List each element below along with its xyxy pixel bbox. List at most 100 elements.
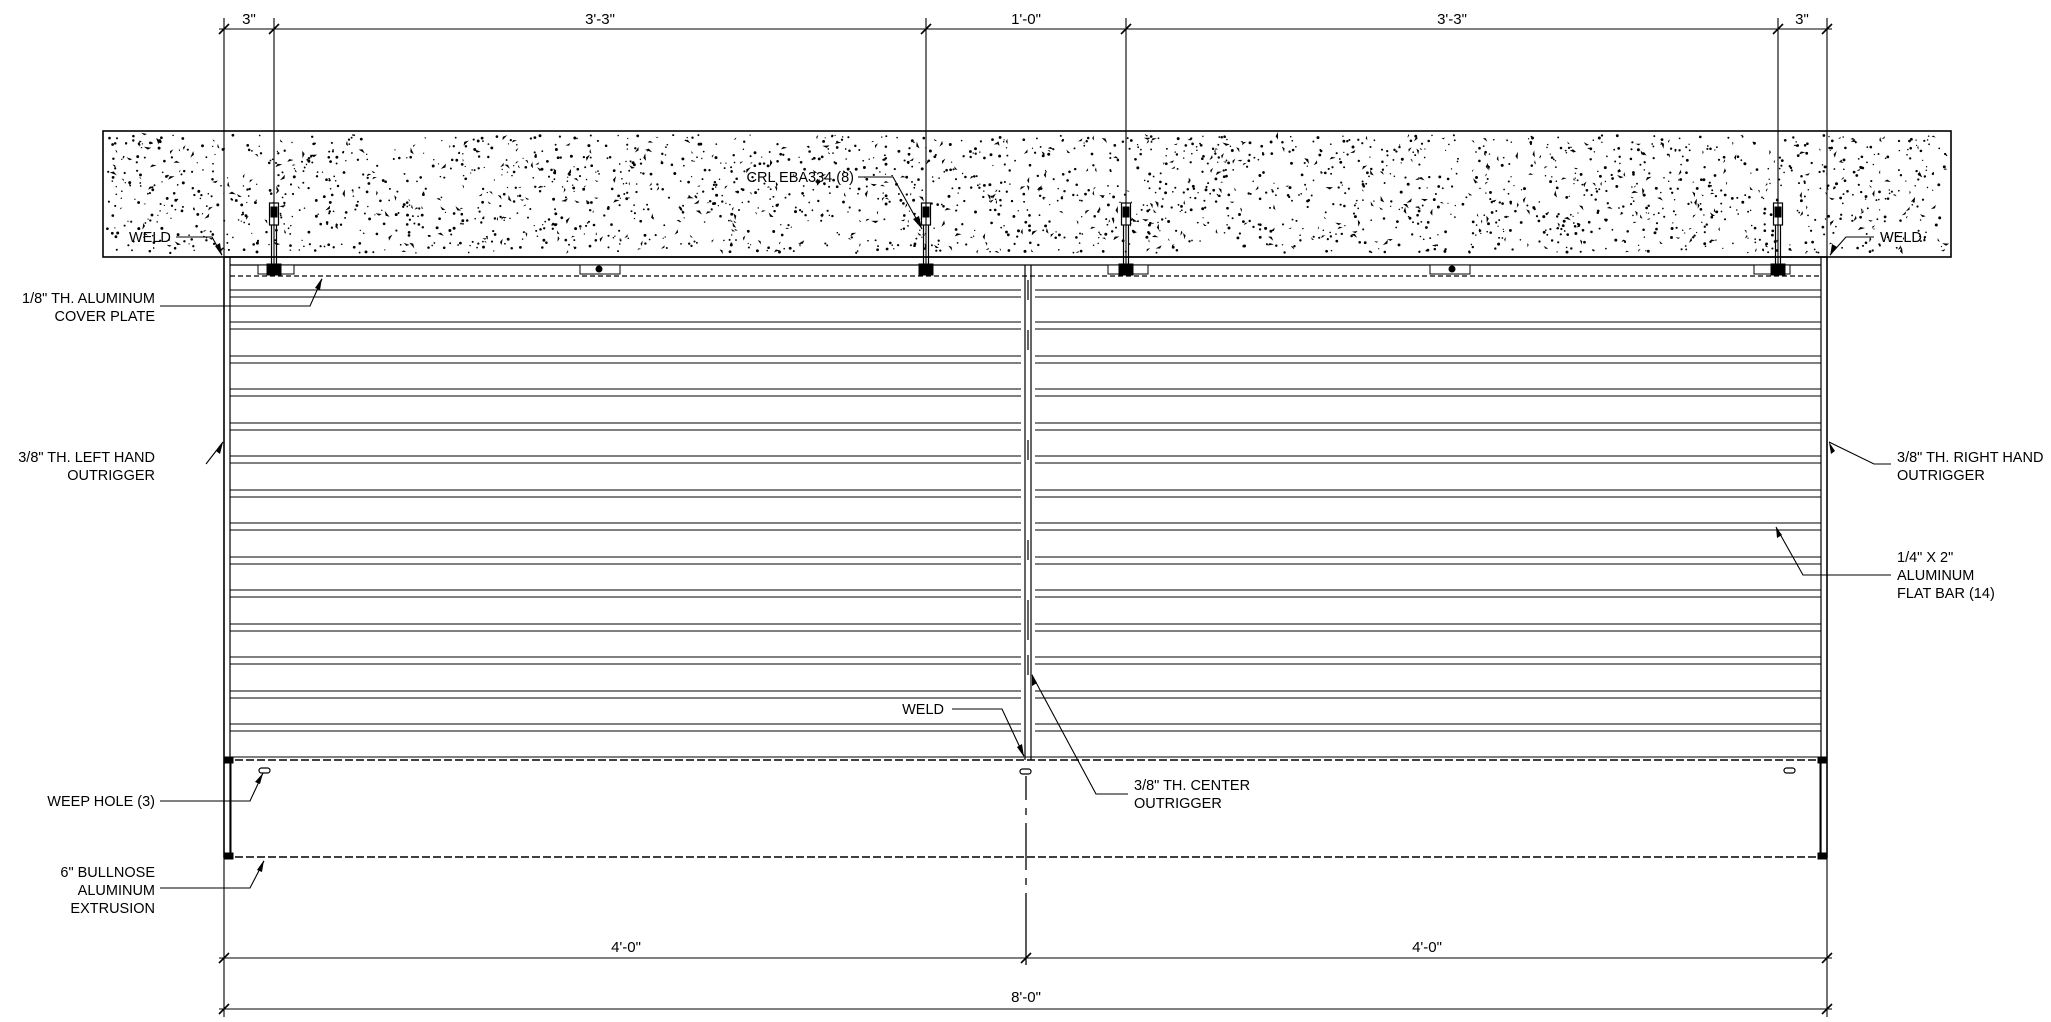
stipple-dot xyxy=(1645,206,1648,210)
stipple-dot xyxy=(147,218,149,220)
stipple-dot xyxy=(1914,185,1916,187)
stipple-aggregate xyxy=(401,250,407,252)
stipple-dot xyxy=(1268,206,1272,209)
stipple-dot xyxy=(416,180,418,183)
stipple-aggregate xyxy=(440,163,446,169)
stipple-dot xyxy=(828,185,831,188)
stipple-dot xyxy=(137,201,141,204)
stipple-dot xyxy=(1619,162,1621,165)
stipple-aggregate xyxy=(871,220,879,224)
stipple-dot xyxy=(431,164,435,168)
stipple-dot xyxy=(169,251,172,255)
stipple-dot xyxy=(1701,221,1703,224)
stipple-dot xyxy=(1763,223,1766,226)
stipple-dot xyxy=(413,222,416,225)
stipple-dot xyxy=(234,199,238,202)
stipple-aggregate xyxy=(565,143,571,146)
stipple-dot xyxy=(1087,189,1090,192)
stipple-aggregate xyxy=(686,196,694,199)
stipple-dot xyxy=(1075,236,1078,239)
stipple-dot xyxy=(268,189,272,192)
stipple-dot xyxy=(626,191,629,194)
stipple-dot xyxy=(402,205,405,208)
stipple-dot xyxy=(533,151,536,154)
stipple-dot xyxy=(212,145,214,148)
stipple-dot xyxy=(1670,236,1673,239)
stipple-aggregate xyxy=(1337,226,1343,230)
stipple-dot xyxy=(646,203,649,206)
stipple-dot xyxy=(1510,176,1512,178)
stipple-aggregate xyxy=(1635,143,1641,146)
stipple-dot xyxy=(1864,241,1868,245)
stipple-dot xyxy=(1393,148,1396,152)
stipple-dot xyxy=(666,143,669,146)
stipple-dot xyxy=(707,202,709,204)
stipple-aggregate xyxy=(1881,136,1885,140)
stipple-dot xyxy=(1544,175,1547,177)
stipple-dot xyxy=(1610,173,1613,177)
stipple-dot xyxy=(1669,147,1673,150)
stipple-dot xyxy=(452,212,456,215)
stipple-dot xyxy=(147,192,149,195)
stipple-dot xyxy=(1013,242,1016,245)
stipple-dot xyxy=(1520,189,1523,191)
stipple-aggregate xyxy=(806,146,810,149)
stipple-dot xyxy=(487,143,490,146)
stipple-dot xyxy=(302,181,305,184)
stipple-dot xyxy=(1674,213,1677,216)
stipple-aggregate xyxy=(1431,244,1438,247)
stipple-dot xyxy=(1291,218,1294,221)
stipple-dot xyxy=(802,185,805,187)
stipple-aggregate xyxy=(518,186,522,188)
stipple-dot xyxy=(891,174,893,177)
stipple-dot xyxy=(1386,149,1389,153)
stipple-dot xyxy=(608,155,612,159)
stipple-dot xyxy=(1261,152,1264,154)
stipple-dot xyxy=(834,134,836,137)
stipple-dot xyxy=(1705,223,1709,226)
stipple-aggregate xyxy=(954,166,958,170)
stipple-dot xyxy=(1921,198,1925,201)
stipple-aggregate xyxy=(909,192,912,196)
stipple-dot xyxy=(1451,185,1454,188)
stipple-dot xyxy=(619,170,622,173)
stipple-dot xyxy=(330,193,334,197)
stipple-dot xyxy=(992,164,994,167)
stipple-aggregate xyxy=(1709,239,1716,243)
stipple-dot xyxy=(136,169,139,172)
stipple-dot xyxy=(433,242,436,244)
stipple-dot xyxy=(524,165,528,169)
stipple-dot xyxy=(1006,154,1009,157)
stipple-dot xyxy=(1489,231,1492,234)
stipple-dot xyxy=(1005,190,1008,193)
stipple-dot xyxy=(701,178,704,181)
stipple-aggregate xyxy=(1884,179,1891,182)
stipple-dot xyxy=(725,162,727,164)
stipple-dot xyxy=(1647,204,1650,208)
stipple-dot xyxy=(551,180,554,183)
stipple-dot xyxy=(719,214,722,218)
stipple-dot xyxy=(955,209,958,212)
stipple-dot xyxy=(909,244,912,247)
stipple-dot xyxy=(1507,192,1510,195)
stipple-dot xyxy=(696,192,698,195)
stipple-aggregate xyxy=(1659,240,1663,244)
stipple-aggregate xyxy=(1830,219,1835,226)
stipple-dot xyxy=(1589,147,1593,151)
stipple-dot xyxy=(546,160,549,163)
stipple-dot xyxy=(1101,250,1105,253)
stipple-dot xyxy=(623,193,626,195)
stipple-dot xyxy=(209,230,212,233)
stipple-dot xyxy=(766,164,770,168)
stipple-dot xyxy=(1501,202,1504,205)
stipple-aggregate xyxy=(1485,181,1489,185)
stipple-dot xyxy=(1590,230,1593,234)
stipple-dot xyxy=(375,232,379,236)
stipple-dot xyxy=(812,156,816,160)
stipple-dot xyxy=(663,224,666,227)
stipple-aggregate xyxy=(933,138,937,141)
stipple-aggregate xyxy=(900,175,906,178)
stipple-dot xyxy=(276,150,279,153)
stipple-aggregate xyxy=(987,194,991,201)
stipple-aggregate xyxy=(515,148,519,150)
